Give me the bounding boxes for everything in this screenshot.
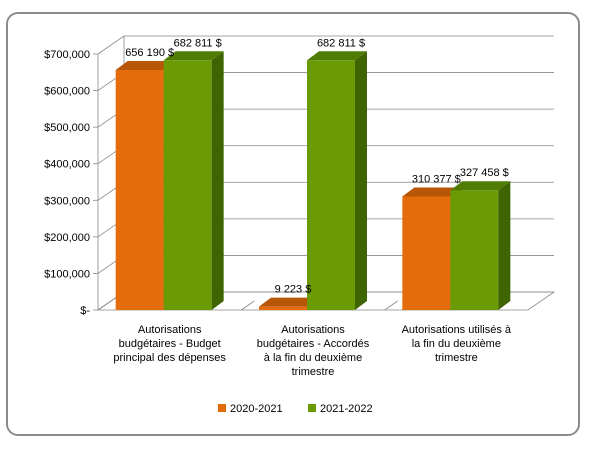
x-category-label: Autorisations: [138, 324, 202, 336]
bar-front: [450, 190, 499, 310]
bar: [307, 51, 367, 311]
y-tick-label: $-: [80, 305, 90, 317]
bar-side: [355, 51, 367, 311]
data-label: 310 377 $: [412, 173, 461, 185]
x-category-label: trimestre: [292, 366, 335, 378]
bar-top: [307, 51, 367, 61]
data-label: 327 458 $: [460, 167, 509, 179]
bar-front: [163, 60, 212, 311]
x-category-label: à la fin du deuxième: [264, 352, 362, 364]
bar-top: [450, 181, 511, 191]
x-category-label: budgétaires - Accordés: [257, 338, 370, 350]
bar: [450, 181, 511, 310]
bar-top: [115, 61, 176, 71]
data-label: 9 223 $: [275, 284, 312, 296]
legend-swatch: [218, 404, 226, 412]
bar-top: [402, 187, 463, 197]
y-tick-label: $600,000: [44, 86, 90, 98]
legend-swatch: [308, 404, 316, 412]
bar-top: [163, 51, 224, 61]
x-category-label: principal des dépenses: [113, 352, 226, 364]
y-tick-label: $100,000: [44, 268, 90, 280]
y-axis: $- $100,000 $200,000 $300,000 $400,000 $500,0…: [44, 49, 98, 317]
x-category-label: Autorisations: [281, 324, 345, 336]
legend-entry: 2020-2021: [230, 403, 283, 415]
y-tick-label: $400,000: [44, 159, 90, 171]
category-divider: [241, 300, 255, 311]
legend-entry: 2021-2022: [320, 403, 373, 415]
y-tick-label: $300,000: [44, 195, 90, 207]
data-label: 656 190 $: [125, 47, 174, 59]
bar-side: [211, 51, 224, 311]
data-labels: 656 190 $682 811 $9 223 $682 811 $310 37…: [125, 37, 509, 295]
x-category-label: la fin du deuxième: [412, 338, 501, 350]
y-tick-label: $500,000: [44, 122, 90, 134]
bar-side: [498, 181, 511, 310]
x-category-label: trimestre: [435, 352, 478, 364]
legend: 2020-2021 2021-2022: [218, 403, 373, 415]
data-label: 682 811 $: [317, 37, 365, 49]
y-tick-label: $200,000: [44, 232, 90, 244]
y-tick-label: $700,000: [44, 49, 90, 61]
x-category-label: Autorisations utilisés à: [402, 324, 512, 336]
category-divider: [384, 300, 398, 311]
data-label: 682 811 $: [174, 37, 222, 49]
x-category-label: budgétaires - Budget: [119, 338, 221, 350]
x-axis: Autorisations budgétaires - Budget princip…: [113, 324, 512, 378]
bar: [163, 51, 224, 311]
bar-front: [402, 196, 451, 310]
bar-front: [259, 306, 307, 310]
bar-front: [115, 70, 164, 310]
gridline: [97, 35, 554, 55]
bar-top: [259, 297, 319, 307]
bar-front: [307, 60, 355, 311]
bars: [115, 51, 511, 311]
